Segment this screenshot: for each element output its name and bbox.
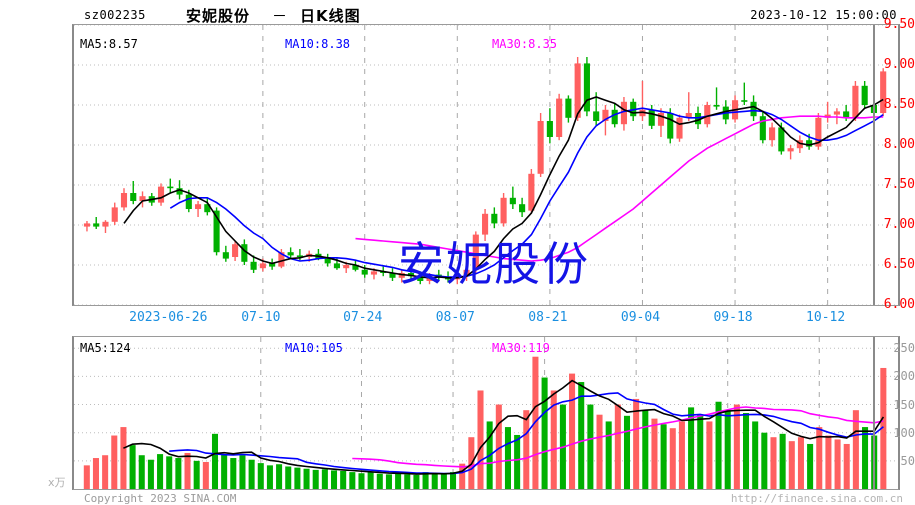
- price-ma30-legend: MA30:8.35: [492, 37, 558, 51]
- stock-name: 安妮股份: [186, 7, 251, 25]
- price-ma10-legend: MA10:8.38: [285, 37, 351, 51]
- date-x-tick: 07-24: [343, 310, 383, 325]
- price-y-tick: 8.00: [883, 137, 915, 152]
- volume-unit-label: x万: [48, 476, 66, 489]
- volume-ma30-legend: MA30:119: [492, 341, 550, 355]
- volume-bars-svg: [74, 337, 898, 489]
- volume-ma5-legend: MA5:124: [80, 341, 131, 355]
- price-y-tick: 7.50: [883, 177, 915, 192]
- site-url: http://finance.sina.com.cn: [730, 492, 903, 505]
- volume-y-tick: 50: [900, 453, 915, 468]
- volume-chart-panel[interactable]: [72, 336, 900, 490]
- volume-y-tick: 250: [893, 341, 915, 356]
- price-ma5-legend: MA5:8.57: [80, 37, 138, 51]
- volume-ma10-legend: MA10:105: [285, 341, 343, 355]
- volume-y-tick: 100: [893, 425, 915, 440]
- title-separator: －: [272, 7, 288, 25]
- quote-datetime: 2023-10-12 15:00:00: [750, 8, 897, 22]
- date-x-tick: 09-04: [620, 310, 661, 325]
- date-x-tick: 09-18: [713, 310, 753, 325]
- date-x-tick: 08-21: [528, 310, 568, 325]
- price-candlestick-svg: [74, 25, 898, 305]
- price-y-tick: 8.50: [883, 97, 915, 112]
- price-y-tick: 7.00: [883, 217, 915, 232]
- price-y-tick: 6.50: [883, 257, 915, 272]
- chart-type-label: 日K线图: [300, 7, 361, 25]
- stock-code: sz002235: [84, 8, 146, 22]
- date-x-tick: 10-12: [806, 310, 846, 325]
- volume-y-tick: 200: [893, 369, 915, 384]
- date-x-tick: 08-07: [435, 310, 475, 325]
- price-y-tick: 6.00: [883, 297, 915, 312]
- price-y-tick: 9.50: [883, 17, 915, 32]
- volume-y-tick: 150: [893, 397, 915, 412]
- date-x-tick: 07-10: [241, 310, 281, 325]
- price-chart-panel[interactable]: [72, 24, 900, 306]
- price-y-tick: 9.00: [883, 57, 915, 72]
- copyright-text: Copyright 2023 SINA.COM: [84, 492, 237, 505]
- date-x-tick: 2023-06-26: [129, 310, 208, 325]
- watermark-text: 安妮股份: [398, 237, 590, 291]
